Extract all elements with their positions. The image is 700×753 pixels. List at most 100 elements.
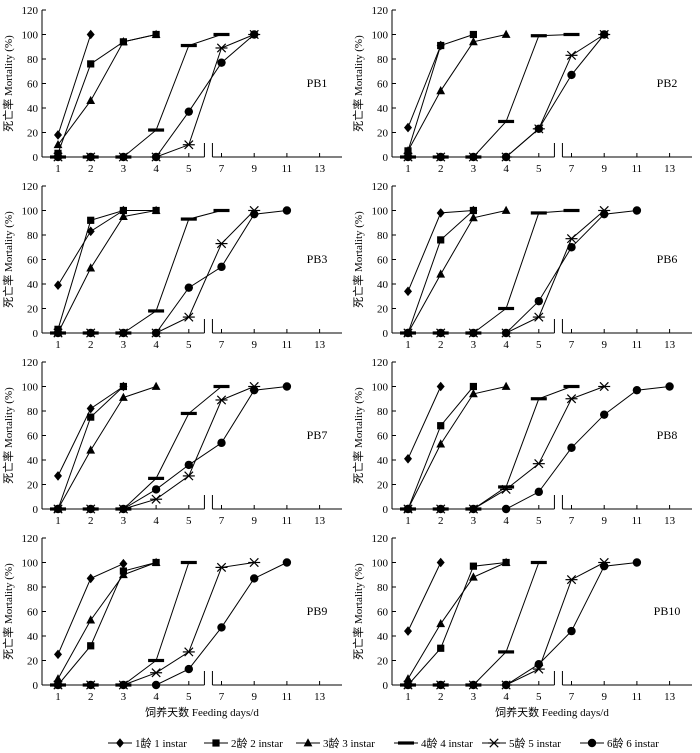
series-5 (52, 29, 261, 162)
x-tick-label: 7 (569, 339, 575, 351)
data-point (632, 558, 642, 567)
data-point (469, 152, 478, 162)
legend-label: 1龄 1 instar (135, 736, 187, 750)
data-point (87, 642, 95, 650)
x-tick-label: 1 (55, 163, 61, 175)
data-point (282, 206, 292, 215)
series-line (58, 34, 222, 158)
series-line (57, 562, 157, 686)
data-point (567, 243, 576, 252)
x-tick-label: 2 (88, 515, 94, 527)
x-tick-label: 7 (219, 515, 225, 527)
x-tick-label: 3 (121, 515, 127, 527)
data-point (53, 328, 63, 338)
series-line (407, 562, 507, 686)
y-tick-label: 20 (27, 304, 39, 316)
x-tick-label: 13 (664, 339, 676, 351)
x-tick-label: 11 (632, 339, 643, 351)
series-line (57, 210, 157, 330)
legend-marker (212, 739, 220, 747)
data-point (182, 312, 195, 322)
series-1 (54, 29, 95, 140)
legend-marker (116, 738, 124, 748)
x-tick-label: 13 (664, 691, 676, 703)
series-line (58, 562, 190, 686)
series-6 (53, 30, 259, 162)
data-point (469, 30, 477, 39)
x-tick-label: 1 (55, 339, 61, 351)
data-point (437, 236, 445, 244)
legend-marker (303, 738, 313, 747)
data-point (437, 422, 445, 430)
data-point (86, 615, 96, 624)
series-5 (402, 29, 611, 162)
y-tick-label: 80 (27, 230, 39, 242)
data-point (151, 29, 161, 38)
data-point (53, 680, 63, 690)
series-line (408, 34, 572, 158)
x-tick-label: 7 (569, 691, 575, 703)
panel-label: PB9 (307, 604, 328, 618)
data-point (469, 562, 477, 570)
data-point (119, 569, 128, 579)
series-1 (404, 557, 445, 636)
data-point (151, 485, 161, 494)
data-point (436, 618, 446, 628)
data-point (498, 650, 515, 654)
data-point (86, 680, 95, 690)
data-point (148, 128, 165, 132)
data-point (119, 504, 128, 514)
series-3 (403, 557, 511, 683)
x-tick-label: 3 (471, 163, 477, 175)
y-tick-label: 20 (377, 304, 389, 316)
series-line (57, 34, 92, 136)
y-tick-label: 120 (22, 533, 39, 545)
x-tick-label: 7 (569, 163, 575, 175)
data-point (86, 504, 95, 514)
series-line (407, 562, 442, 632)
data-point (215, 395, 228, 405)
y-tick-label: 120 (372, 181, 389, 193)
series-line (58, 386, 287, 510)
data-point (403, 328, 413, 338)
y-tick-label: 60 (27, 431, 39, 443)
data-point (151, 328, 161, 338)
data-point (184, 460, 193, 470)
data-point (119, 37, 128, 46)
legend-item: 2龄 2 instar (204, 736, 283, 750)
data-point (403, 674, 413, 683)
data-point (501, 29, 511, 38)
data-point (119, 206, 127, 215)
y-tick-label: 60 (27, 255, 39, 267)
panel-pb7: 0 20 40 60 80 100 120 1 2 3 4 5 7 9 11 13 死亡率 Mortality … (1, 357, 342, 527)
data-point (87, 216, 95, 224)
data-point (119, 680, 128, 690)
y-tick-label: 120 (372, 533, 389, 545)
series-line (408, 210, 572, 334)
data-point (119, 211, 128, 221)
x-tick-label: 3 (121, 163, 127, 175)
data-point (182, 647, 195, 657)
data-point (501, 504, 511, 514)
y-axis-label: 死亡率 Mortality (%) (351, 211, 365, 308)
data-point (534, 659, 543, 669)
x-tick-label: 4 (503, 163, 509, 175)
series-1 (404, 381, 445, 464)
data-point (565, 575, 578, 585)
series-1 (404, 205, 478, 297)
series-line (408, 210, 605, 334)
y-tick-label: 40 (27, 631, 39, 643)
data-point (54, 130, 62, 140)
data-point (86, 263, 96, 272)
y-tick-label: 120 (372, 357, 389, 369)
data-point (598, 381, 611, 392)
data-point (532, 312, 545, 322)
data-point (532, 459, 545, 469)
series-line (408, 562, 540, 686)
y-tick-label: 40 (27, 279, 39, 291)
x-tick-label: 5 (536, 339, 542, 351)
data-point (151, 381, 161, 390)
x-tick-label: 7 (569, 515, 575, 527)
data-point (469, 389, 478, 398)
data-point (250, 209, 259, 219)
